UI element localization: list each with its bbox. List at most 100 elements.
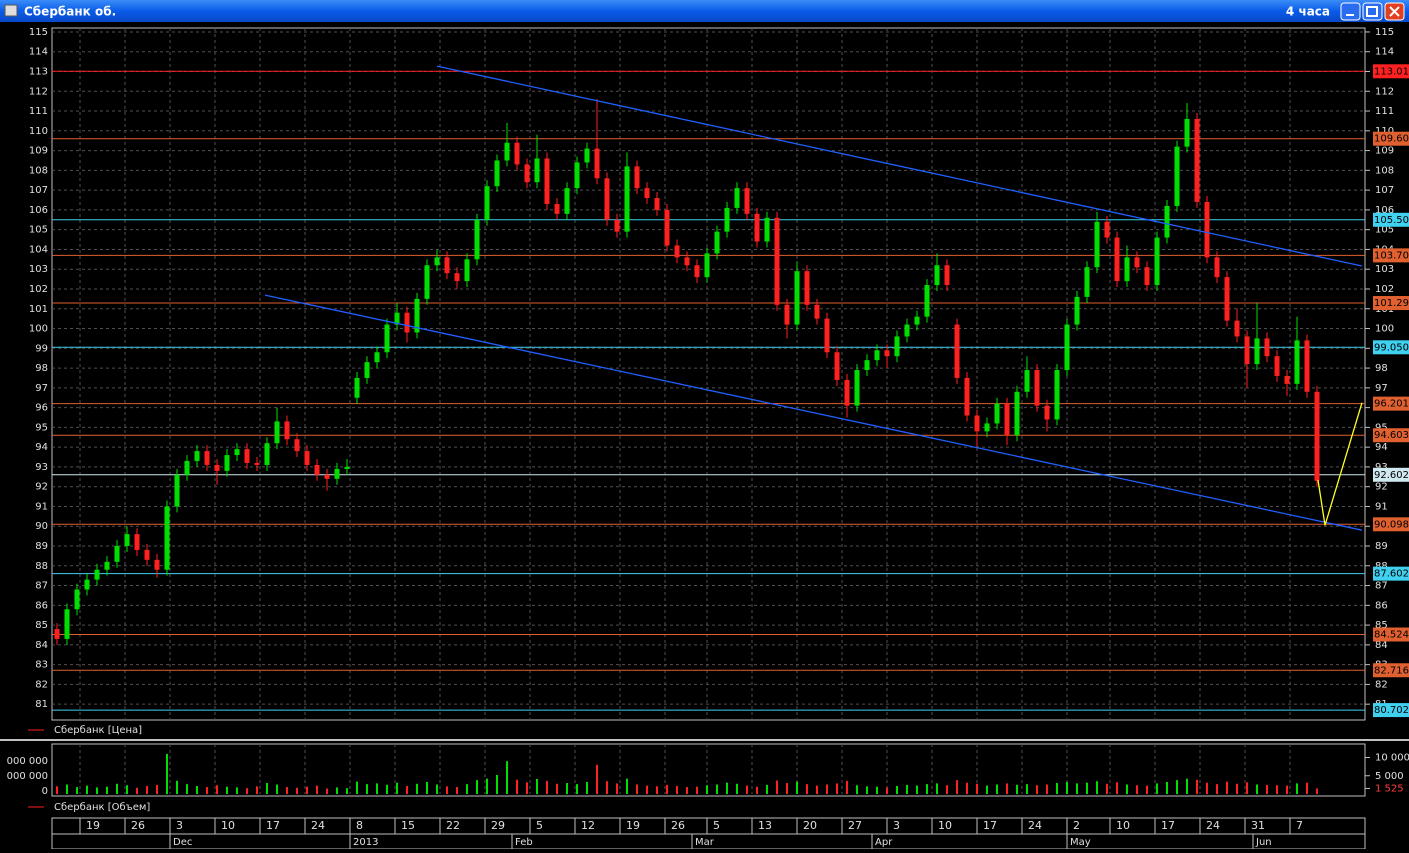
volume-bar (1056, 783, 1058, 794)
y-tick-label: 104 (29, 244, 48, 255)
y-tick-label: 101 (29, 304, 48, 315)
trend-line (1317, 402, 1363, 526)
candle-body (174, 474, 180, 507)
candle-body (384, 324, 390, 353)
y2-tick-label: 10 000 (1375, 753, 1409, 764)
candle-body (274, 421, 280, 444)
volume-bar (126, 785, 128, 794)
level-label: 109.60 (1374, 134, 1409, 145)
candle-body (654, 198, 660, 210)
volume-bar (1206, 782, 1208, 794)
level-label: 96.201 (1374, 399, 1409, 410)
candle-body (544, 158, 550, 204)
level-label: 101.29 (1374, 298, 1409, 309)
y-tick-label: 108 (29, 165, 48, 176)
maximize-button[interactable] (1362, 2, 1383, 21)
volume-bar (346, 788, 348, 794)
y-tick-label: 95 (1375, 422, 1388, 433)
volume-bar (1216, 784, 1218, 794)
candle-body (684, 257, 690, 266)
app-icon (4, 4, 18, 17)
volume-bar (1036, 785, 1038, 794)
y-tick-label: 109 (29, 146, 48, 157)
x-tick-label: 19 (626, 819, 640, 832)
candle-body (874, 350, 880, 361)
candle-body (924, 285, 930, 317)
volume-bar (336, 787, 338, 794)
volume-bar (1076, 783, 1078, 794)
volume-bar (266, 783, 268, 794)
x-tick-label: 27 (848, 819, 862, 832)
x-tick-label: 10 (1116, 819, 1130, 832)
y-tick-label: 83 (35, 660, 48, 671)
volume-bar (1126, 784, 1128, 794)
volume-bar (1256, 784, 1258, 794)
volume-bar (1176, 780, 1178, 794)
volume-bar (66, 784, 68, 794)
volume-bar (586, 781, 588, 794)
volume-bar (1306, 782, 1308, 794)
x-tick-label: 26 (671, 819, 685, 832)
candle-body (1074, 296, 1080, 325)
trend-line (264, 294, 1363, 531)
volume-bar (316, 785, 318, 794)
candle-body (454, 273, 460, 282)
candle-body (774, 217, 780, 305)
candle-body (124, 534, 130, 547)
x-tick-label: 19 (86, 819, 100, 832)
volume-bar (1086, 782, 1088, 794)
volume-bar (296, 787, 298, 794)
timeframe: 4 часа (1286, 5, 1330, 19)
candle-body (144, 549, 150, 560)
volume-bar (746, 785, 748, 794)
level-label-bg (1373, 131, 1409, 146)
level-label: 90.098 (1374, 519, 1409, 530)
candle-body (474, 219, 480, 260)
y-tick-label: 105 (29, 225, 48, 236)
volume-bar (646, 785, 648, 794)
volume-bar (256, 786, 258, 794)
volume-bar (1196, 779, 1198, 794)
y-tick-label: 85 (35, 620, 48, 631)
volume-bar (1146, 785, 1148, 794)
volume-bar (1136, 785, 1138, 794)
y-tick-label: 86 (1375, 600, 1388, 611)
candle-body (1154, 237, 1160, 286)
x-tick-label: 24 (1206, 819, 1220, 832)
candle-body (404, 312, 410, 333)
y-tick-label: 112 (1375, 86, 1394, 97)
y2-tick-label: 1 525 (1375, 783, 1404, 794)
volume-bar (846, 780, 848, 794)
x-tick-label: 13 (758, 819, 772, 832)
minimize-button[interactable] (1340, 2, 1361, 21)
volume-bar (96, 787, 98, 794)
y-tick-label: 84 (1375, 640, 1388, 651)
volume-bar (776, 780, 778, 794)
volume-bar (906, 784, 908, 794)
y-tick-label: 106 (29, 205, 48, 216)
volume-bar (476, 780, 478, 794)
candle-body (704, 253, 710, 278)
candle-body (444, 257, 450, 274)
level-label-bg (1373, 340, 1409, 355)
candle-body (1174, 146, 1180, 206)
candle-body (494, 160, 500, 187)
volume-bar (556, 783, 558, 794)
candle-body (1204, 201, 1210, 258)
volume-bar (1156, 783, 1158, 794)
x-tick-label: 5 (536, 819, 543, 832)
candle-body (1104, 221, 1110, 238)
candle-body (324, 474, 330, 479)
y-tick-label: 113 (29, 66, 48, 77)
candle-body (1094, 221, 1100, 268)
volume-bar (676, 785, 678, 794)
volume-axis-label: 0 (42, 786, 48, 797)
y-tick-label: 89 (1375, 541, 1388, 552)
volume-bar (836, 783, 838, 794)
volume-bar (176, 780, 178, 794)
candle-body (1034, 370, 1040, 406)
volume-bar (1286, 785, 1288, 794)
volume-bar (996, 784, 998, 794)
candle-body (914, 316, 920, 325)
